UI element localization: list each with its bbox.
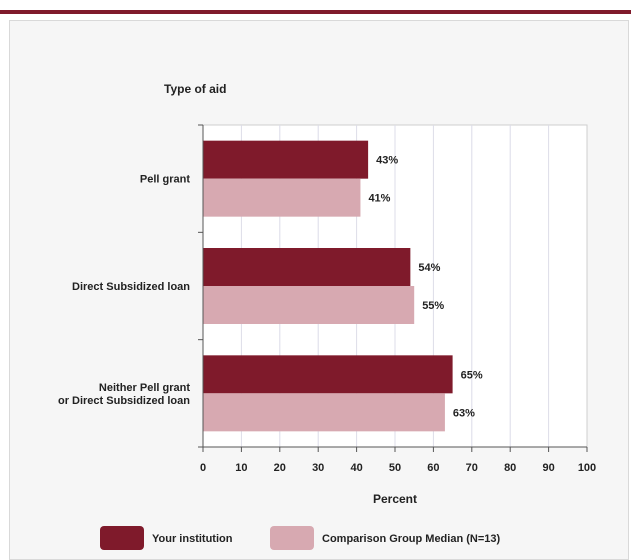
data-label: 65% <box>461 369 483 381</box>
x-tick-label: 40 <box>350 462 362 474</box>
bar <box>203 393 445 432</box>
legend-swatch <box>100 526 144 550</box>
bar <box>203 355 453 394</box>
legend-label: Comparison Group Median (N=13) <box>322 533 500 545</box>
x-tick-label: 80 <box>504 462 516 474</box>
data-label: 41% <box>368 193 390 205</box>
x-tick-label: 20 <box>274 462 286 474</box>
category-label: Direct Subsidized loan <box>72 281 190 293</box>
top-rule <box>0 10 631 14</box>
x-tick-label: 60 <box>427 462 439 474</box>
bar <box>203 178 361 217</box>
x-tick-label: 30 <box>312 462 324 474</box>
bar <box>203 286 415 324</box>
x-tick-label: 0 <box>200 462 206 474</box>
x-axis-label: Percent <box>373 492 417 506</box>
legend-label: Your institution <box>152 533 233 545</box>
bar <box>203 248 411 286</box>
data-label: 55% <box>422 300 444 312</box>
category-label: or Direct Subsidized loan <box>58 395 190 407</box>
bar <box>203 140 369 179</box>
data-label: 63% <box>453 407 475 419</box>
legend-swatch <box>270 526 314 550</box>
data-label: 43% <box>376 155 398 167</box>
category-label: Neither Pell grant <box>99 382 190 394</box>
category-label: Pell grant <box>140 174 190 186</box>
x-tick-label: 90 <box>542 462 554 474</box>
legend: Your institution Comparison Group Median … <box>100 526 500 550</box>
x-tick-label: 10 <box>235 462 247 474</box>
data-label: 54% <box>418 262 440 274</box>
plot-area: 43% 41% Pell grant 54% 55% Direct Subsidized … <box>58 124 596 474</box>
x-tick-label: 50 <box>389 462 401 474</box>
x-tick-label: 70 <box>466 462 478 474</box>
chart-title: Type of aid <box>164 82 226 96</box>
x-tick-label: 100 <box>578 462 596 474</box>
